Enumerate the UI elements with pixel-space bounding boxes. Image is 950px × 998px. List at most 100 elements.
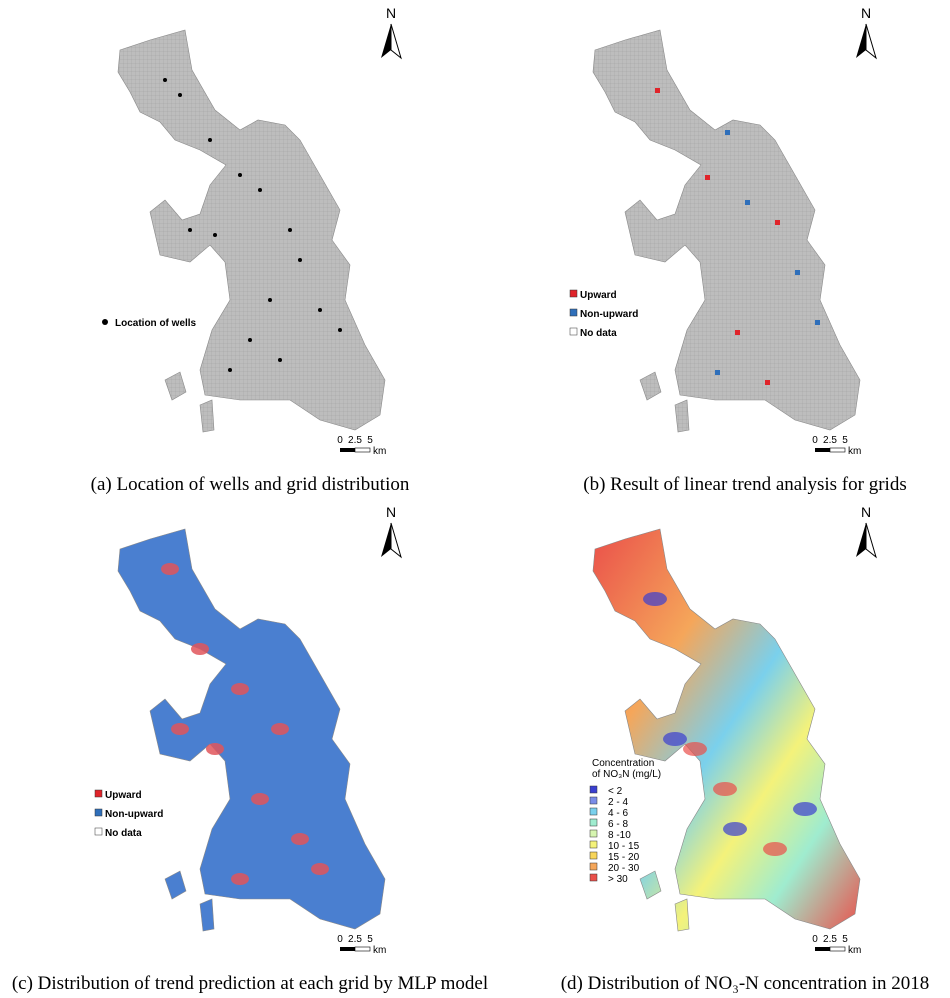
legend-swatch [589, 862, 598, 871]
legend-swatch [589, 796, 598, 805]
scale-bar [815, 448, 830, 452]
legend-label: 15 - 20 [608, 852, 640, 863]
scale-bar [815, 947, 830, 951]
legend-swatch [94, 827, 103, 836]
grid-cell [775, 220, 780, 225]
legend-label: 20 - 30 [608, 863, 640, 874]
grid-cell [715, 370, 720, 375]
scale-label: 5 [367, 435, 373, 446]
scale-label: 5 [842, 435, 848, 446]
legend-label: No data [580, 328, 617, 339]
scale-unit: km [848, 446, 861, 457]
land-area [117, 528, 386, 932]
grid-cell [705, 175, 710, 180]
legend-label: No data [105, 828, 142, 839]
well [268, 298, 272, 302]
well [208, 138, 212, 142]
well [213, 233, 217, 237]
legend-title: of NO₃N (mg/L) [592, 769, 661, 780]
scale-label: 2.5 [823, 435, 837, 446]
conc-area [643, 592, 667, 606]
legend-swatch [589, 785, 598, 794]
well [163, 78, 167, 82]
legend-swatch [589, 807, 598, 816]
map-panel: N 0 2.5 5km Location of wells (a) Location of… [91, 5, 410, 495]
grid-cell [735, 330, 740, 335]
north-label: N [861, 504, 871, 520]
scale-unit: km [373, 945, 386, 956]
legend-swatch [589, 840, 598, 849]
scale-bar [354, 946, 371, 952]
legend-label: 8 -10 [608, 830, 631, 841]
legend-label: < 2 [608, 786, 623, 797]
legend-label: 6 - 8 [608, 819, 628, 830]
legend-label: Non-upward [580, 309, 638, 320]
north-arrow [390, 23, 402, 60]
well [298, 258, 302, 262]
legend-swatch [94, 808, 103, 817]
well [338, 328, 342, 332]
scale-label: 5 [367, 934, 373, 945]
legend-label: Location of wells [115, 318, 197, 329]
caption: (c) Distribution of trend prediction at … [12, 973, 488, 994]
map-panel: N 0 2.5 5km Upward Non-upward No data (c) Distr… [12, 504, 488, 994]
grid-cell [795, 270, 800, 275]
well [248, 338, 252, 342]
north-arrow [865, 23, 877, 60]
well [288, 228, 292, 232]
upward-area [231, 683, 249, 695]
conc-area [683, 742, 707, 756]
scale-bar [340, 947, 355, 951]
upward-area [231, 873, 249, 885]
legend-swatch [589, 873, 598, 882]
north-arrow [381, 24, 391, 58]
legend-swatch [589, 829, 598, 838]
legend-swatch [569, 327, 578, 336]
conc-area [793, 802, 817, 816]
upward-area [206, 743, 224, 755]
scale-bar [354, 447, 371, 453]
legend-label: Non-upward [105, 809, 163, 820]
scale-label: 2.5 [823, 934, 837, 945]
upward-area [171, 723, 189, 735]
scale-label: 5 [842, 934, 848, 945]
north-arrow [381, 523, 391, 557]
well [318, 308, 322, 312]
well [188, 228, 192, 232]
conc-area [713, 782, 737, 796]
legend-swatch [569, 308, 578, 317]
legend-label: 2 - 4 [608, 797, 628, 808]
legend-label: Upward [105, 790, 142, 801]
north-arrow [856, 24, 866, 58]
conc-area [763, 842, 787, 856]
upward-area [311, 863, 329, 875]
legend-swatch [589, 851, 598, 860]
well [228, 368, 232, 372]
upward-area [191, 643, 209, 655]
scale-bar [829, 447, 846, 453]
scale-label: 0 [337, 435, 343, 446]
well [258, 188, 262, 192]
scale-label: 2.5 [348, 934, 362, 945]
grid-cell [815, 320, 820, 325]
legend-swatch [589, 818, 598, 827]
grid-cell [655, 88, 660, 93]
grid-overlay [593, 30, 860, 432]
upward-area [251, 793, 269, 805]
legend-label: 10 - 15 [608, 841, 640, 852]
grid-cell [725, 130, 730, 135]
well [278, 358, 282, 362]
north-arrow [865, 522, 877, 559]
north-label: N [861, 5, 871, 21]
legend-label: Upward [580, 290, 617, 301]
conc-area [723, 822, 747, 836]
legend-swatch [102, 319, 108, 325]
scale-label: 0 [812, 435, 818, 446]
north-arrow [390, 522, 402, 559]
legend-label: 4 - 6 [608, 808, 628, 819]
grid-overlay [118, 30, 385, 432]
scale-bar [340, 448, 355, 452]
scale-unit: km [848, 945, 861, 956]
